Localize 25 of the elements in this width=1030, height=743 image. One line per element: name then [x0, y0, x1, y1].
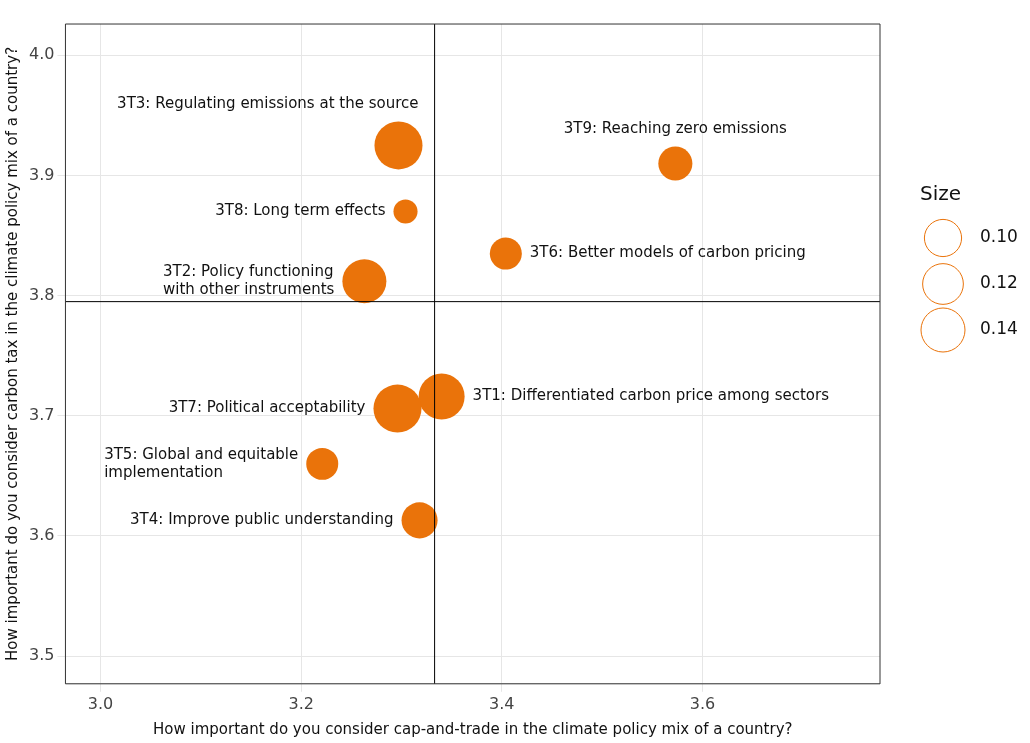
annotation: 3T8: Long term effects: [215, 201, 386, 220]
legend-label: 0.10: [980, 226, 1018, 247]
legend-label: 0.14: [980, 318, 1018, 339]
x-tick-label: 3.4: [489, 693, 515, 713]
legend-title: Size: [920, 181, 962, 206]
y-tick-label: 4.0: [28, 44, 55, 64]
annotation: 3T3: Regulating emissions at the source: [117, 94, 419, 113]
annotation: 3T7: Political acceptability: [168, 398, 366, 417]
y-tick-label: 3.8: [28, 284, 55, 304]
annotation: 3T9: Reaching zero emissions: [563, 119, 788, 138]
annotation: 3T4: Improve public understanding: [130, 510, 394, 529]
y-tick-label: 3.7: [28, 404, 55, 424]
annotation: 3T1: Differentiated carbon price among sectors: [472, 386, 830, 405]
legend-label: 0.12: [980, 272, 1018, 293]
y-tick-label: 3.6: [28, 525, 55, 545]
y-tick-label: 3.9: [28, 164, 55, 184]
annotation: 3T5: Global and equitable implementation: [104, 444, 299, 481]
x-tick-label: 3.2: [288, 693, 314, 713]
x-tick-label: 3.0: [87, 693, 114, 713]
y-axis-title: How important do you consider carbon tax in the climate policy mix of a country?: [2, 46, 21, 661]
x-tick-label: 3.6: [689, 693, 716, 713]
x-axis-title: How important do you consider cap-and-trade in the climate policy mix of a country?: [152, 719, 793, 738]
y-tick-label: 3.5: [28, 645, 55, 665]
annotation: 3T2: Policy functioning with other instruments: [162, 262, 335, 299]
annotation: 3T6: Better models of carbon pricing: [529, 243, 806, 262]
